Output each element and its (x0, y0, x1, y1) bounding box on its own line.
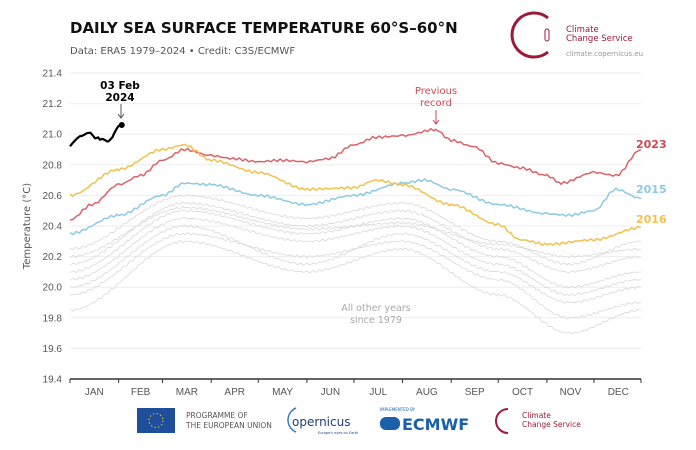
eu-text-2: THE EUROPEAN UNION (185, 421, 272, 430)
x-tick-label: JAN (85, 387, 104, 398)
c3s-footer-arc-icon (495, 408, 509, 434)
series-line-other-year (69, 240, 642, 335)
chart-subtitle: Data: ERA5 1979–2024 • Credit: C3S/ECMWF (70, 46, 295, 57)
chart-title: DAILY SEA SURFACE TEMPERATURE 60°S–60°N (70, 19, 458, 37)
c3s-footer-2: Change Service (522, 420, 581, 429)
x-tick-label: FEB (131, 387, 151, 398)
x-tick-label: JUN (321, 387, 340, 398)
logo-text-1: Climate (566, 25, 599, 35)
y-tick-label: 20.4 (43, 222, 63, 233)
copernicus-tag: Europe's eyes on Earth (318, 431, 358, 435)
x-tick-label: OCT (512, 387, 533, 398)
annotations: 03 Feb 2024 Previous record All other ye… (100, 80, 667, 326)
logo-url: climate.copernicus.eu (566, 50, 643, 58)
x-tick-label: DEC (608, 387, 629, 398)
series-line-other-year (69, 224, 642, 304)
latest-label-2: 2024 (105, 92, 134, 104)
y-tick-label: 19.8 (43, 313, 63, 324)
logo-text-2: Change Service (566, 34, 633, 44)
previous-record-arrowhead-icon (432, 119, 440, 125)
x-axis: JAN FEB MAR APR MAY JUN JUL AUG SEP OCT NOV DEC (69, 378, 642, 398)
eu-flag-icon (137, 408, 175, 433)
x-tick-label: AUG (416, 387, 438, 398)
ecmwf-text: ECMWF (402, 415, 469, 434)
footer-logos: PROGRAMME OF THE EUROPEAN UNION opernicu… (137, 407, 581, 435)
series-line-2016 (69, 143, 642, 246)
latest-arrowhead-icon (117, 113, 125, 119)
y-tick-label: 21.2 (43, 99, 63, 110)
label-2015: 2015 (636, 183, 667, 196)
x-tick-label: SEP (465, 387, 485, 398)
y-tick-label: 20.6 (43, 191, 63, 202)
x-tick-label: JUL (369, 387, 387, 398)
series-line-2024 (69, 123, 123, 147)
series-line-other-year (69, 201, 642, 274)
copernicus-arc-icon (287, 407, 297, 433)
c3s-footer-1: Climate (522, 411, 551, 420)
label-2023: 2023 (636, 138, 667, 151)
eu-text-1: PROGRAMME OF (186, 411, 248, 420)
label-2016: 2016 (636, 213, 667, 226)
series-line-other-year (69, 217, 642, 297)
y-tick-label: 19.6 (43, 344, 63, 355)
series-line-other-year (69, 194, 642, 266)
c3s-arc-icon (510, 11, 549, 59)
y-tick-label: 21.4 (43, 69, 63, 80)
other-years-label-2: since 1979 (350, 315, 402, 326)
series-line-2015 (69, 178, 642, 236)
y-tick-label: 19.4 (43, 375, 63, 386)
x-tick-label: MAR (176, 387, 198, 398)
x-tick-label: MAY (272, 387, 293, 398)
y-axis-label: Temperature (°C) (22, 183, 33, 270)
eu-stars-icon (148, 413, 164, 428)
series-line-other-year (69, 206, 642, 259)
y-tick-label: 20.8 (43, 160, 63, 171)
series-lines (69, 122, 642, 335)
copernicus-text: opernicus (292, 415, 350, 429)
thermometer-icon (544, 28, 550, 42)
other-years-label-1: All other years (341, 303, 410, 314)
latest-point (118, 122, 125, 129)
x-tick-label: APR (224, 387, 245, 398)
ecmwf-icon (380, 417, 400, 430)
previous-record-label-1: Previous (415, 86, 457, 97)
y-tick-label: 21.0 (43, 130, 63, 141)
y-ticks: 19.4 19.6 19.8 20.0 20.2 20.4 20.6 20.8 21.0 21.2… (43, 69, 63, 386)
series-line-2023 (69, 127, 642, 221)
latest-label-1: 03 Feb (100, 80, 140, 92)
implemented-by: IMPLEMENTED BY (380, 407, 416, 412)
y-tick-label: 20.2 (43, 252, 63, 263)
y-tick-label: 20.0 (43, 283, 63, 294)
c3s-logo: Climate Change Service climate.copernicu… (510, 11, 643, 59)
x-tick-label: NOV (560, 387, 582, 398)
previous-record-label-2: record (420, 98, 452, 109)
